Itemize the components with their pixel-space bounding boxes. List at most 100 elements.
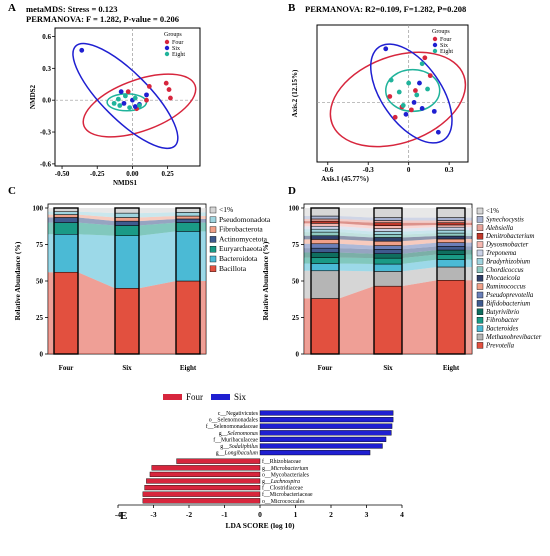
legend-label-bacillota: Bacillota <box>219 264 247 273</box>
legend-swatch-prevotella <box>476 342 484 349</box>
legend-swatch-bacteroidota <box>209 255 217 263</box>
bar-segment-bifidobacterium <box>310 247 340 253</box>
panel-title: PERMANOVA: R2=0.109, F=1.282, P=0.208 <box>305 4 466 14</box>
bar-segment-prevotella <box>373 285 403 355</box>
bar-segment-bacteroides <box>310 263 340 272</box>
bar-segment-bradyrhizobium <box>436 229 466 234</box>
lda-label-rank: f__ <box>206 423 214 430</box>
lda-bar-label: f__Rhizobiaceae <box>262 458 301 465</box>
bar-segment-treponema <box>310 226 340 230</box>
bar-segment-fibrobacterota <box>175 215 201 220</box>
lda-bar-label: o__Selenomonadales <box>209 418 259 424</box>
panel-e-lda: Four Sixc__Negativicuteso__Selenomonadale… <box>115 392 404 530</box>
bar-segment-bifidobacterium <box>373 249 403 254</box>
x-tick-label: -0.6 <box>322 166 334 174</box>
point-eight <box>115 96 121 102</box>
bar-segment-pseudomonadota <box>114 212 140 218</box>
bar-segment-phocaeicola <box>436 235 466 240</box>
legend-swatch-methanobrevibacter <box>476 333 484 341</box>
bar-segment-actinomycetota <box>175 218 201 223</box>
legend-label-six: Six <box>440 43 448 49</box>
panel-letter-c: C <box>8 185 16 197</box>
legend-swatch-ruminococcus <box>476 283 484 290</box>
bar-segment-prevotella <box>310 298 340 355</box>
bar-segment-butyrivibrio <box>373 253 403 259</box>
bar-segment-euryarchaeota <box>53 222 79 235</box>
bar-segment-chordicoccus <box>373 234 403 238</box>
bar-segment-denitrobacterium <box>436 222 466 226</box>
y-axis-label: Axis.2 (12.15%) <box>291 69 299 117</box>
bar-segment-pseudoprevotella <box>310 243 340 249</box>
point-four <box>125 89 131 95</box>
y-tick-label: 50 <box>36 278 44 286</box>
x-tick-label: 4 <box>400 510 404 519</box>
x-axis-label: Axis.1 (45.77%) <box>321 175 369 183</box>
x-tick-label: 0.00 <box>126 170 139 178</box>
lda-label-taxon: Clostridiaceae <box>270 486 304 492</box>
lda-label-rank: f__ <box>262 458 270 465</box>
lda-bar-label: f__Selenomonadaceae <box>206 423 259 430</box>
y-tick-label: 100 <box>289 205 300 213</box>
point-six <box>431 108 437 114</box>
point-four <box>408 107 414 113</box>
bar-segment-denitrobacterium <box>373 222 403 226</box>
point-four <box>387 94 393 99</box>
point-eight <box>111 100 117 106</box>
legend-swatch-alebsiella <box>476 224 484 232</box>
bar-segment-bacteroidota <box>114 235 140 289</box>
legend-swatch-pseudomonadota <box>209 216 217 224</box>
y-axis-label: NMDS2 <box>29 84 37 109</box>
lda-label-rank: g__ <box>219 431 228 437</box>
y-tick-label: 0 <box>296 351 300 359</box>
point-eight <box>137 103 142 108</box>
legend-label-fibrobacter: Fibrobacter <box>485 317 519 324</box>
lda-label-rank: f__ <box>262 491 270 498</box>
y-tick-label: 75 <box>36 241 44 249</box>
legend-label-phocaeicola: Phocaeicola <box>485 275 521 282</box>
lda-bar-six <box>259 443 383 449</box>
y-tick-label: -0.3 <box>40 129 52 137</box>
lda-bar-four <box>151 465 261 471</box>
legend-swatch-pseudoprevotella <box>476 291 484 299</box>
x-tick-label: Six <box>122 364 132 372</box>
point-eight <box>122 93 128 99</box>
legend-swatch-<1% <box>209 206 217 214</box>
point-eight <box>388 77 394 83</box>
legend-swatch-actinomycetota <box>209 236 217 243</box>
legend-label-butyrivibrio: Butyrivibrio <box>486 309 520 316</box>
bar-segment-alebsiella <box>436 220 466 223</box>
bar-segment-treponema <box>436 226 466 231</box>
legend-label-eight: Eight <box>440 49 453 55</box>
legend-swatch-treponema <box>476 249 484 257</box>
ellipse-six <box>72 42 179 150</box>
legend-title: Groups <box>164 32 182 38</box>
legend-swatch-fibrobacter <box>476 317 484 324</box>
point-six <box>79 47 85 53</box>
lda-bar-four <box>144 485 261 491</box>
bar-outline <box>114 207 140 355</box>
lda-bar-label: f__Microbacteriaceae <box>262 491 313 498</box>
bar-segment-alebsiella <box>310 218 340 222</box>
lda-label-taxon: Selenomonadaceae <box>214 424 259 430</box>
lda-bar-six <box>259 417 394 423</box>
legend-title: Groups <box>432 29 450 35</box>
lda-label-rank: o__ <box>262 499 271 505</box>
legend-swatch-bifidobacterium <box>476 300 484 307</box>
y-axis-label: Relative Abundance (%) <box>261 241 270 320</box>
bar-segment-bifidobacterium <box>436 246 466 251</box>
lda-bar-label: g__Microbacterium <box>262 466 308 472</box>
bar-outline <box>436 207 466 355</box>
point-eight <box>127 105 133 111</box>
lda-bar-label: g__Lachnospira <box>262 479 300 485</box>
panel-c-stacked: Four Six Eight 0 25 50 75 100 Relative Abundance… <box>13 203 271 372</box>
lda-bar-six <box>259 410 394 416</box>
legend-marker-eight <box>432 48 438 54</box>
legend-label-actinomycetota: Actinomycetota <box>219 234 268 243</box>
lda-label-rank: f__ <box>213 436 221 443</box>
bar-segment-actinomycetota <box>114 220 140 226</box>
x-tick-label: 0 <box>258 510 262 519</box>
ellipse-six <box>370 43 453 144</box>
bar-segment-bacillota <box>175 280 201 355</box>
panel-title: metaMDS: Stress = 0.123 <box>26 4 118 14</box>
legend-label-prevotella: Prevotella <box>485 342 515 349</box>
